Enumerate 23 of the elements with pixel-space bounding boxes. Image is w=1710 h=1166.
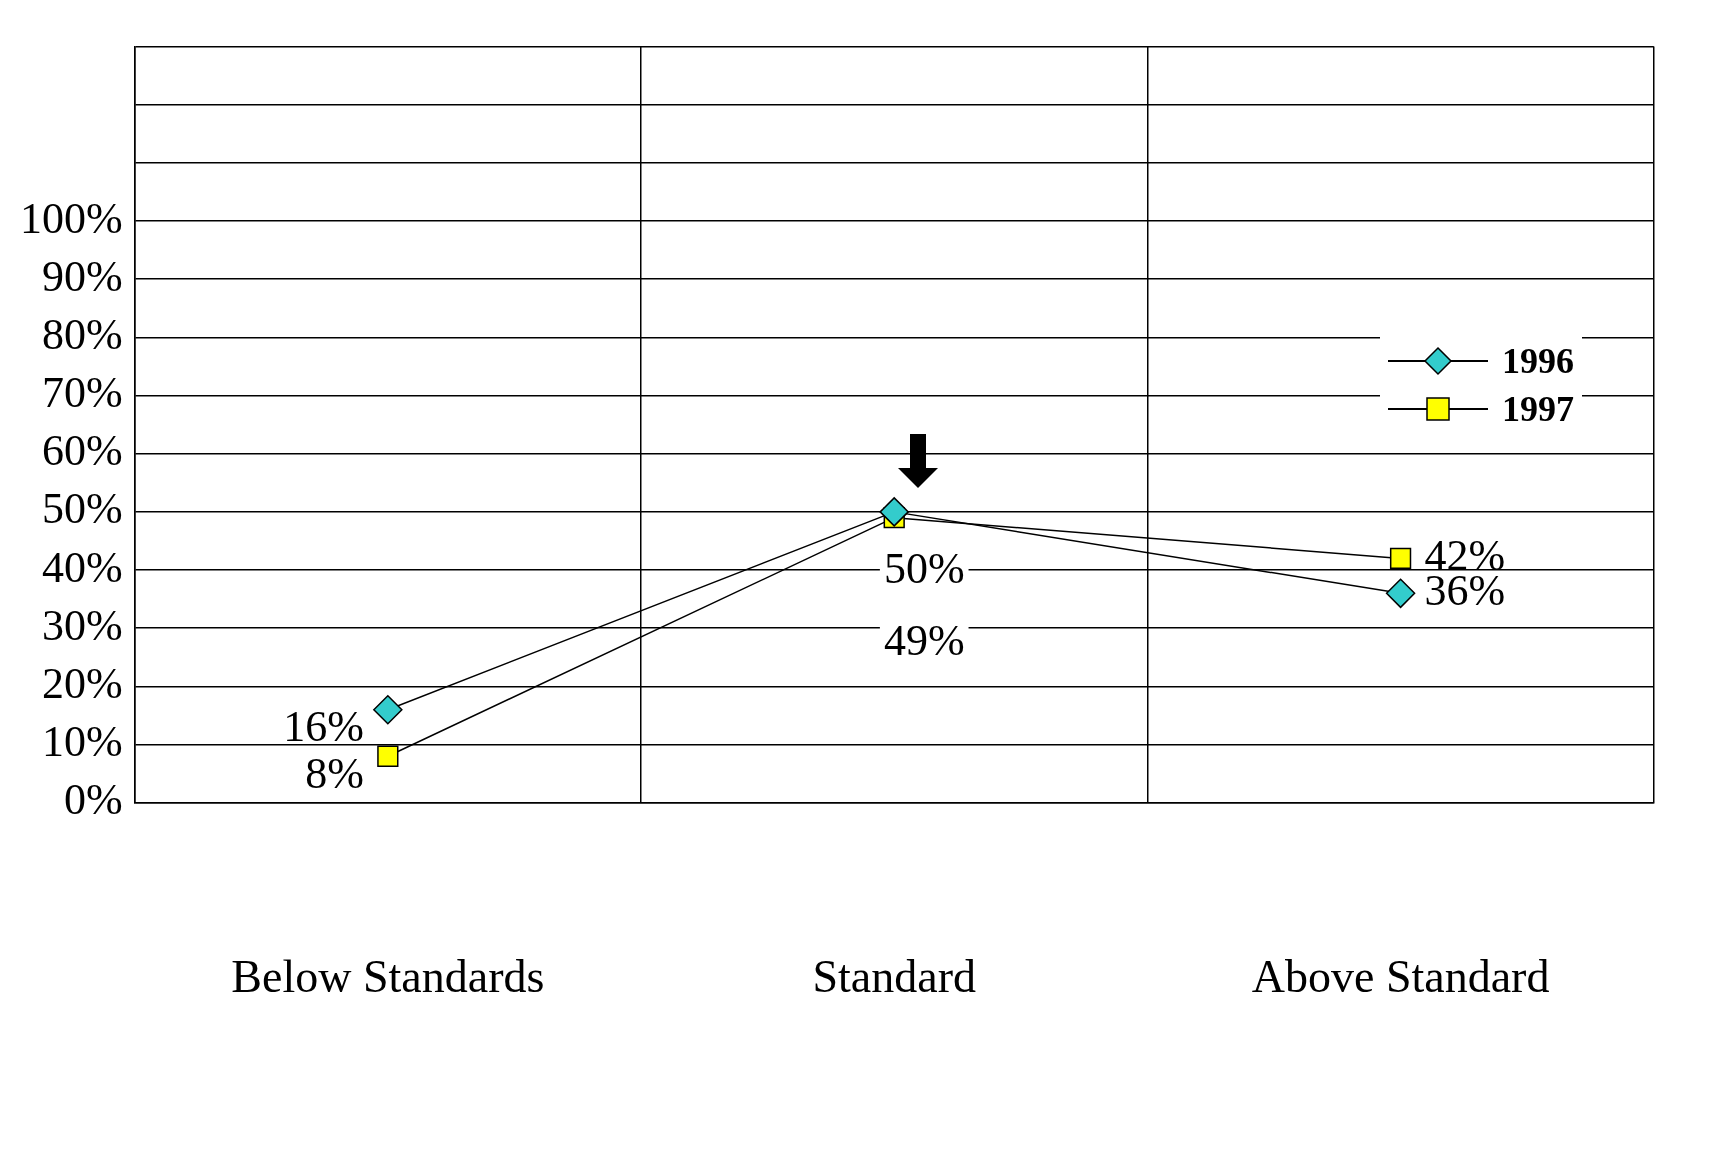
point bbox=[879, 497, 909, 527]
point bbox=[373, 694, 403, 725]
y-tick-label: 40% bbox=[42, 542, 123, 592]
y-tick-label: 80% bbox=[42, 309, 123, 359]
y-tick-label: 20% bbox=[42, 658, 123, 708]
y-tick-label: 90% bbox=[42, 251, 123, 301]
y-tick-label: 30% bbox=[42, 600, 123, 650]
data-label: 50% bbox=[883, 544, 965, 594]
x-tick-label: Below Standards bbox=[231, 951, 545, 1003]
y-tick-label: 70% bbox=[42, 368, 123, 418]
x-tick-label: Above Standard bbox=[1251, 951, 1550, 1003]
legend-label: 1997 bbox=[1502, 388, 1574, 430]
y-tick-label: 100% bbox=[20, 193, 123, 243]
y-tick-label: 60% bbox=[42, 426, 123, 476]
point bbox=[1385, 578, 1416, 609]
x-tick-label: Standard bbox=[812, 951, 976, 1003]
y-tick-label: 0% bbox=[64, 775, 123, 825]
y-tick-label: 10% bbox=[42, 717, 123, 767]
point bbox=[377, 745, 399, 767]
legend-label: 1996 bbox=[1502, 340, 1574, 382]
point bbox=[1389, 547, 1412, 570]
y-tick-label: 50% bbox=[42, 484, 123, 534]
data-label: 49% bbox=[883, 616, 965, 666]
